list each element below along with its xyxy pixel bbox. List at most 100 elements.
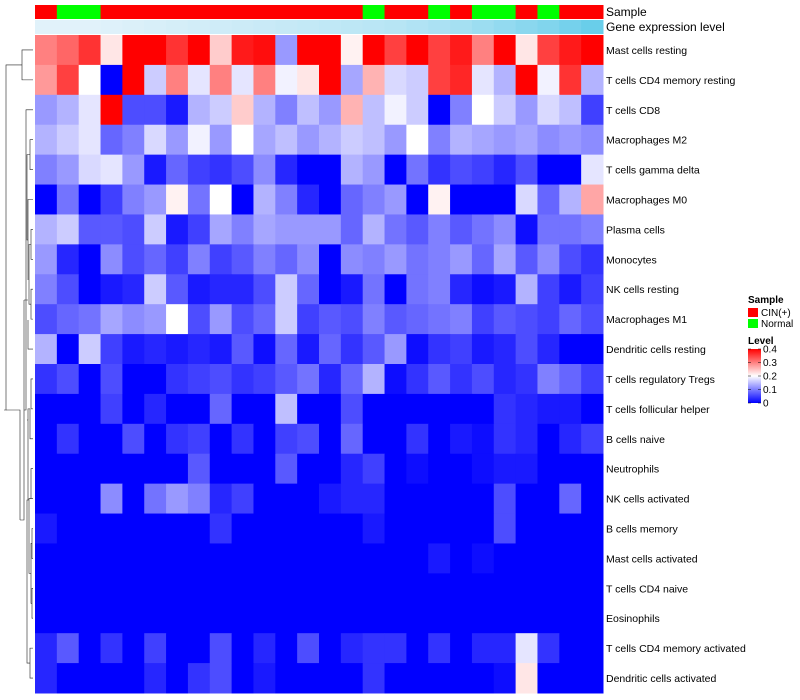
heatmap-cell-1-10 (253, 64, 276, 96)
annotation-sample-21 (515, 5, 538, 19)
heatmap-cell-6-12 (297, 214, 320, 245)
heatmap-cell-12-15 (362, 393, 386, 425)
heatmap-cell-17-19 (450, 543, 473, 574)
heatmap-cell-20-25 (581, 633, 604, 664)
heatmap-cell-8-0 (35, 274, 58, 305)
heatmap-cell-14-24 (559, 453, 582, 485)
heatmap-cell-0-14 (340, 35, 364, 66)
heatmap-cell-21-18 (428, 663, 451, 694)
heatmap-cell-21-23 (537, 663, 560, 694)
heatmap-cell-15-23 (537, 483, 560, 515)
heatmap-cell-18-1 (56, 573, 80, 604)
annotation-sample-16 (406, 5, 429, 19)
heatmap-cell-2-22 (515, 94, 538, 126)
heatmap-cell-10-2 (78, 334, 102, 365)
heatmap-cell-16-17 (406, 513, 429, 544)
heatmap-cell-19-24 (559, 603, 582, 634)
heatmap-cell-20-14 (340, 633, 364, 664)
annotation-sample-22 (537, 5, 560, 19)
heatmap-cell-19-20 (471, 603, 495, 634)
heatmap-cell-18-16 (384, 573, 407, 604)
heatmap-cell-0-20 (471, 35, 495, 66)
heatmap-cell-15-10 (253, 483, 276, 515)
heatmap-cell-15-6 (166, 483, 189, 515)
heatmap-cell-13-23 (537, 423, 560, 455)
heatmap-cell-19-22 (515, 603, 538, 634)
heatmap-cell-1-11 (275, 64, 298, 96)
heatmap-cell-19-23 (537, 603, 560, 634)
heatmap-cell-11-2 (78, 364, 102, 395)
heatmap-cell-9-16 (384, 304, 407, 335)
heatmap-cell-17-7 (187, 543, 211, 574)
heatmap-cell-6-8 (209, 214, 233, 245)
heatmap-cell-4-9 (231, 154, 254, 186)
heatmap-cell-16-10 (253, 513, 276, 544)
heatmap-cell-17-15 (362, 543, 386, 574)
heatmap-cell-17-5 (144, 543, 167, 574)
heatmap-cell-19-6 (166, 603, 189, 634)
heatmap-cell-18-21 (493, 573, 517, 604)
annotation-expression-16 (406, 20, 429, 34)
heatmap-cell-7-5 (144, 244, 167, 275)
heatmap-cell-19-3 (100, 603, 123, 634)
row-label-16: B cells memory (606, 524, 679, 536)
heatmap-cell-2-8 (209, 94, 233, 126)
row-label-18: T cells CD4 naive (606, 583, 688, 595)
heatmap-cell-4-15 (362, 154, 386, 186)
heatmap-cell-10-1 (56, 334, 80, 365)
heatmap-cell-5-6 (166, 184, 189, 215)
heatmap-cell-15-22 (515, 483, 538, 515)
annotation-sample-20 (493, 5, 517, 19)
heatmap-cell-14-21 (493, 453, 517, 485)
heatmap-cell-3-14 (340, 124, 364, 156)
heatmap-cell-1-16 (384, 64, 407, 96)
heatmap-cell-10-22 (515, 334, 538, 365)
heatmap-cell-20-13 (319, 633, 342, 664)
heatmap-cell-4-5 (144, 154, 167, 186)
heatmap-cell-12-5 (144, 393, 167, 425)
annotation-sample-7 (209, 5, 233, 19)
annotation-sample-24 (581, 5, 604, 19)
heatmap-cell-7-22 (515, 244, 538, 275)
heatmap-cell-9-24 (559, 304, 582, 335)
heatmap-cell-0-19 (450, 35, 473, 66)
heatmap-cell-1-6 (166, 64, 189, 96)
heatmap-cell-13-2 (78, 423, 102, 455)
annotation-expression-11 (297, 20, 320, 34)
dendrogram-branch-22 (20, 300, 25, 521)
heatmap-cell-1-3 (100, 64, 123, 96)
heatmap-cell-11-4 (122, 364, 145, 395)
heatmap-cell-0-23 (537, 35, 560, 66)
heatmap-cell-8-12 (297, 274, 320, 305)
heatmap-cell-17-20 (471, 543, 495, 574)
heatmap-cell-16-14 (340, 513, 364, 544)
heatmap-cell-1-2 (78, 64, 102, 96)
heatmap-cell-9-2 (78, 304, 102, 335)
annotation-sample-12 (319, 5, 342, 19)
heatmap-cell-13-7 (187, 423, 211, 455)
heatmap-cell-16-9 (231, 513, 254, 544)
heatmap-cell-2-6 (166, 94, 189, 126)
heatmap-cell-16-11 (275, 513, 298, 544)
annotation-label-sample: Sample (606, 5, 647, 19)
heatmap-cell-13-14 (340, 423, 364, 455)
heatmap-cell-17-3 (100, 543, 123, 574)
legend-tick-0: 0.4 (763, 345, 777, 356)
heatmap-cell-1-1 (56, 64, 80, 96)
row-label-15: NK cells activated (606, 494, 690, 506)
heatmap-cell-21-17 (406, 663, 429, 694)
heatmap-cell-6-11 (275, 214, 298, 245)
dendrogram-branch-5 (27, 199, 33, 280)
heatmap-cell-2-15 (362, 94, 386, 126)
heatmap-cell-5-11 (275, 184, 298, 215)
heatmap-cell-14-25 (581, 453, 604, 485)
heatmap-cell-2-21 (493, 94, 517, 126)
heatmap-cell-21-12 (297, 663, 320, 694)
heatmap-cell-15-9 (231, 483, 254, 515)
heatmap-cell-5-24 (559, 184, 582, 215)
heatmap-cell-8-23 (537, 274, 560, 305)
heatmap-cell-3-0 (35, 124, 58, 156)
heatmap-cell-5-10 (253, 184, 276, 215)
heatmap-cell-14-3 (100, 453, 123, 485)
heatmap-cell-8-16 (384, 274, 407, 305)
